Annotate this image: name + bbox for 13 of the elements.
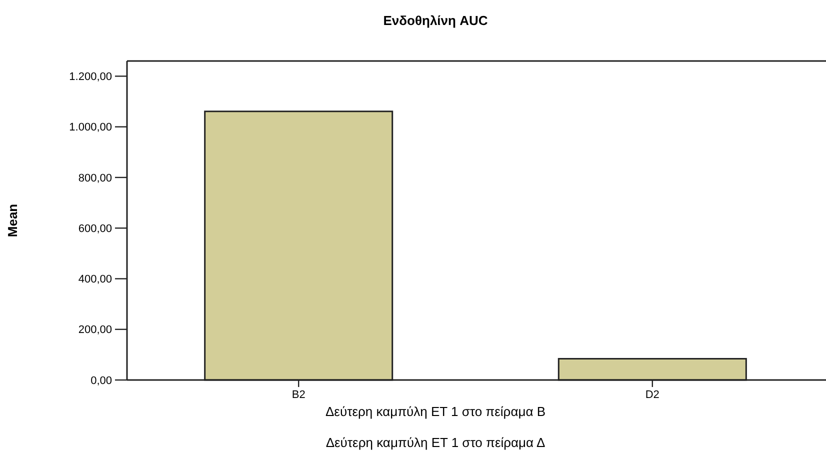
y-axis-title: Mean (5, 204, 20, 238)
y-tick-label: 1.200,00 (69, 71, 112, 84)
x-tick-label: D2 (645, 389, 660, 401)
text: Δεύτερη καμπύλη ET 1 στο πείραμα Δ (326, 435, 546, 450)
y-tick-label: 400,00 (78, 274, 112, 286)
y-tick-label: 800,00 (78, 172, 112, 184)
chart-title: Ενδοθηλίνη AUC (383, 13, 488, 28)
y-tick-label: 600,00 (78, 222, 112, 235)
x-tick-label: B2 (292, 389, 306, 401)
text: Δεύτερη καμπύλη ET 1 στο πείραμα B (325, 404, 546, 419)
y-tick-label: 0,00 (90, 374, 112, 387)
y-tick-label: 200,00 (78, 324, 112, 336)
y-tick-label: 1.000,00 (69, 122, 112, 134)
